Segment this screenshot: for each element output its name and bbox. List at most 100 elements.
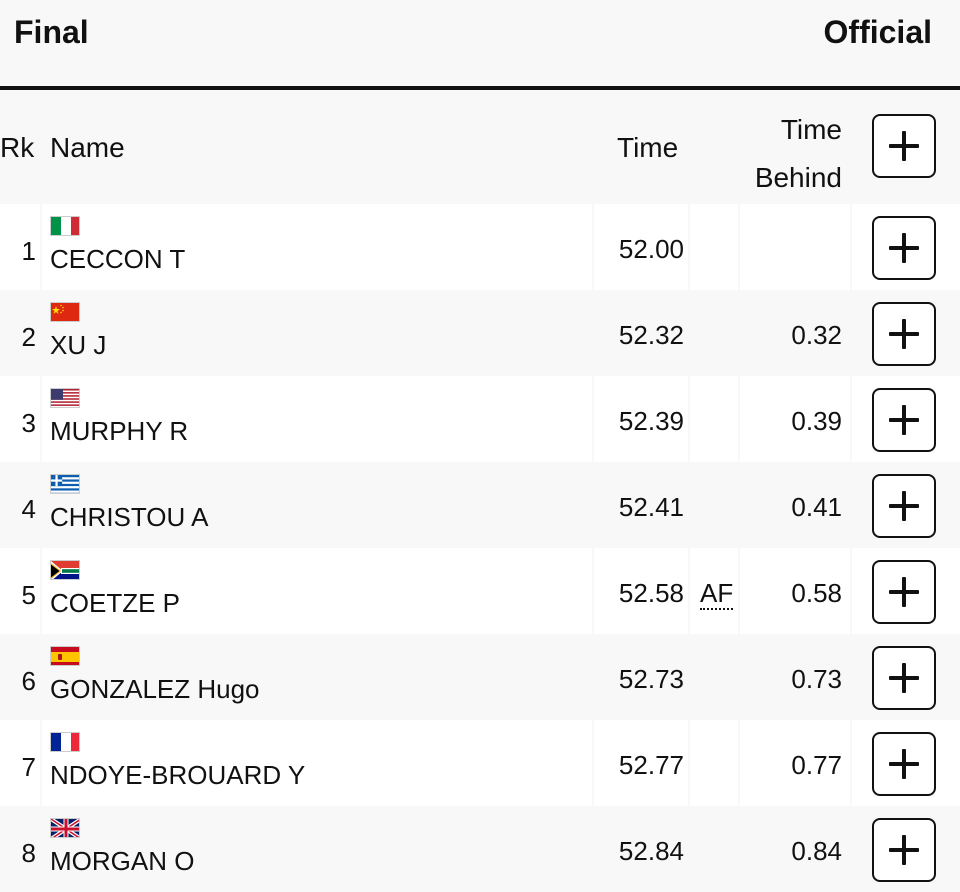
- time-behind-value: 0.32: [791, 320, 842, 350]
- south-africa-flag-icon: [50, 560, 80, 580]
- cell-bg: [690, 462, 738, 548]
- cell-bg: [690, 376, 738, 462]
- time-value: 52.00: [618, 234, 684, 264]
- cell-bg: [0, 806, 40, 892]
- plus-icon: [889, 663, 919, 693]
- col-time-behind-line2: Behind: [754, 162, 842, 193]
- time-value: 52.41: [618, 492, 684, 522]
- usa-flag-icon: [50, 388, 80, 408]
- expand-row-button[interactable]: [872, 216, 936, 280]
- cell-bg: [740, 720, 850, 806]
- cell-bg: [690, 720, 738, 806]
- plus-icon: [889, 749, 919, 779]
- cell-bg: [42, 290, 592, 376]
- col-rank: Rk: [0, 132, 35, 163]
- expand-row-button[interactable]: [872, 646, 936, 710]
- expand-row-button[interactable]: [872, 732, 936, 796]
- rank-value: 1: [21, 236, 36, 266]
- time-value: 52.58: [618, 578, 684, 608]
- cell-bg: [0, 720, 40, 806]
- cell-bg: [0, 548, 40, 634]
- time-behind-value: 0.58: [791, 578, 842, 608]
- expand-row-button[interactable]: [872, 560, 936, 624]
- table-row: 5 COETZE P 52.58 AF 0.58: [0, 548, 960, 634]
- cell-bg: [42, 548, 592, 634]
- time-value: 52.32: [618, 320, 684, 350]
- plus-icon: [889, 835, 919, 865]
- cell-bg: [740, 204, 850, 290]
- cell-bg: [42, 806, 592, 892]
- expand-row-button[interactable]: [872, 474, 936, 538]
- cell-bg: [594, 634, 688, 720]
- col-time-behind-line1: Time: [780, 114, 842, 145]
- athlete-name[interactable]: NDOYE-BROUARD Y: [50, 760, 306, 790]
- race-title: Final: [14, 14, 89, 50]
- table-row: 6 GONZALEZ Hugo 52.73 0.73: [0, 634, 960, 720]
- time-value: 52.39: [618, 406, 684, 436]
- plus-icon: [889, 491, 919, 521]
- china-flag-icon: [50, 302, 80, 322]
- cell-bg: [42, 720, 592, 806]
- col-time-behind: Time Behind: [755, 106, 842, 202]
- plus-icon: [889, 319, 919, 349]
- cell-bg: [0, 634, 40, 720]
- athlete-name[interactable]: GONZALEZ Hugo: [50, 674, 260, 704]
- table-row: 2 XU J 52.32 0.32: [0, 290, 960, 376]
- rank-value: 2: [21, 322, 36, 352]
- cell-bg: [42, 376, 592, 462]
- cell-bg: [594, 548, 688, 634]
- rank-value: 7: [21, 752, 36, 782]
- cell-bg: [740, 462, 850, 548]
- results-header: Final Official: [0, 0, 960, 90]
- time-behind-value: 0.73: [791, 664, 842, 694]
- cell-bg: [42, 462, 592, 548]
- col-name: Name: [50, 132, 125, 163]
- table-row: 7 NDOYE-BROUARD Y 52.77 0.77: [0, 720, 960, 806]
- time-value: 52.84: [618, 836, 684, 866]
- cell-bg: [690, 634, 738, 720]
- expand-row-button[interactable]: [872, 388, 936, 452]
- france-flag-icon: [50, 732, 80, 752]
- greece-flag-icon: [50, 474, 80, 494]
- table-row: 3 MURPHY R 52.39 0.39: [0, 376, 960, 462]
- record-abbreviation[interactable]: AF: [700, 578, 734, 610]
- time-value: 52.77: [618, 750, 684, 780]
- col-time: Time: [617, 132, 679, 163]
- expand-all-button[interactable]: [872, 114, 936, 178]
- cell-bg: [594, 462, 688, 548]
- column-header-row: Rk Name Time Time Behind: [0, 90, 960, 204]
- table-row: 1 CECCON T 52.00: [0, 204, 960, 290]
- athlete-name[interactable]: MURPHY R: [50, 416, 189, 446]
- cell-bg: [0, 376, 40, 462]
- rank-value: 8: [21, 838, 36, 868]
- expand-row-button[interactable]: [872, 302, 936, 366]
- time-behind-value: 0.41: [791, 492, 842, 522]
- cell-bg: [0, 462, 40, 548]
- athlete-name[interactable]: CECCON T: [50, 244, 186, 274]
- athlete-name[interactable]: XU J: [50, 330, 107, 360]
- athlete-name[interactable]: COETZE P: [50, 588, 181, 618]
- athlete-name[interactable]: CHRISTOU A: [50, 502, 209, 532]
- cell-bg: [594, 376, 688, 462]
- cell-bg: [740, 634, 850, 720]
- cell-bg: [42, 204, 592, 290]
- cell-bg: [690, 548, 738, 634]
- italy-flag-icon: [50, 216, 80, 236]
- time-value: 52.73: [618, 664, 684, 694]
- cell-bg: [690, 806, 738, 892]
- cell-bg: [690, 290, 738, 376]
- cell-bg: [594, 204, 688, 290]
- cell-bg: [740, 806, 850, 892]
- rank-value: 3: [21, 408, 36, 438]
- results-status: Official: [823, 14, 932, 50]
- table-row: 4 CHRISTOU A 52.41 0.41: [0, 462, 960, 548]
- time-behind-value: 0.84: [791, 836, 842, 866]
- expand-row-button[interactable]: [872, 818, 936, 882]
- cell-bg: [594, 720, 688, 806]
- cell-bg: [594, 290, 688, 376]
- cell-bg: [42, 634, 592, 720]
- uk-flag-icon: [50, 818, 80, 838]
- athlete-name[interactable]: MORGAN O: [50, 846, 195, 876]
- rank-value: 5: [21, 580, 36, 610]
- plus-icon: [889, 405, 919, 435]
